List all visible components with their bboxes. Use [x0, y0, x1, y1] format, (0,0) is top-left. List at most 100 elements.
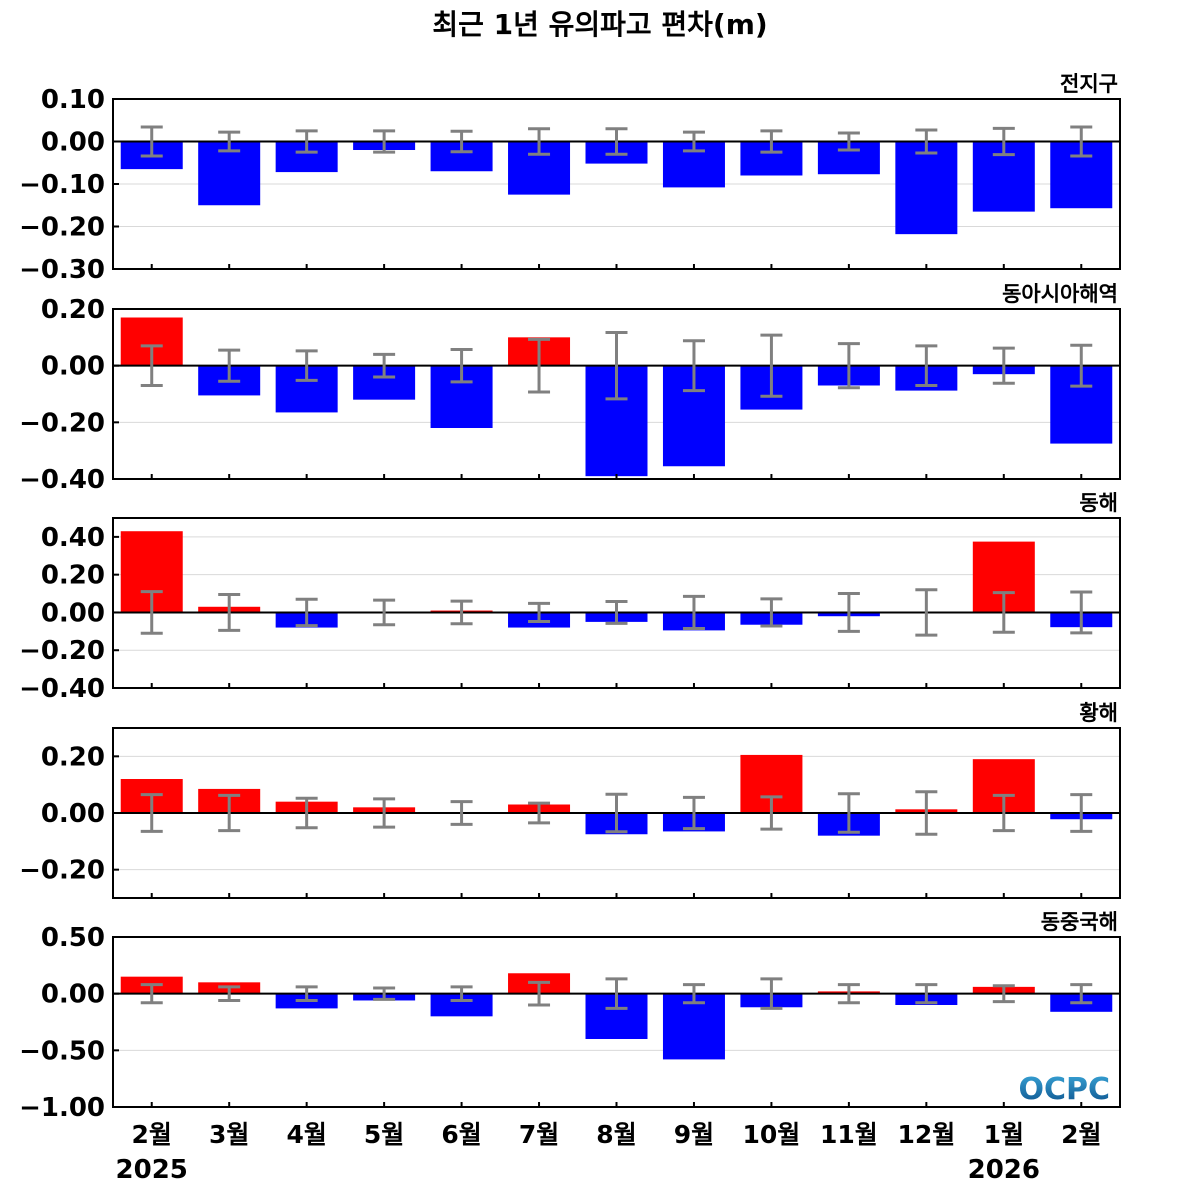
y-tick-label: 0.20 — [41, 561, 105, 591]
error-bar — [992, 984, 1015, 1004]
error-bar — [218, 593, 241, 632]
x-tick-label: 7월 — [519, 1120, 559, 1149]
x-tick-label: 5월 — [364, 1120, 404, 1149]
error-bar — [140, 344, 163, 387]
error-bar — [682, 795, 705, 831]
y-tick-label: −1.00 — [19, 1093, 105, 1123]
panel-title: 동중국해 — [1041, 910, 1118, 934]
error-bar — [1070, 590, 1093, 635]
x-tick-label: 1월 — [984, 1120, 1024, 1149]
y-tick-label: 0.40 — [41, 523, 105, 553]
error-bar — [528, 127, 551, 156]
x-tick-label: 12월 — [897, 1120, 955, 1149]
error-bar — [528, 601, 551, 624]
y-tick-label: 0.10 — [41, 85, 105, 115]
chart-title: 최근 1년 유의파고 편차(m) — [432, 8, 767, 41]
x-tick-label: 9월 — [674, 1120, 714, 1149]
error-bar — [837, 983, 860, 1005]
error-bar — [140, 590, 163, 635]
panel-title: 동해 — [1079, 491, 1118, 515]
error-bar — [1070, 793, 1093, 833]
error-bar — [218, 793, 241, 833]
y-tick-label: 0.20 — [41, 742, 105, 772]
error-bar — [295, 597, 318, 628]
error-bar — [760, 129, 783, 154]
error-bar — [528, 801, 551, 825]
error-bar — [682, 130, 705, 153]
error-bar — [837, 131, 860, 152]
logo-text: OCPC — [1018, 1072, 1110, 1107]
panel-1: 0.10 0.00 −0.10 −0.20 −0.30 전지구 — [19, 72, 1121, 285]
panels: 0.10 0.00 −0.10 −0.20 −0.30 전지구 0.20 0.00 −0.20 −… — [19, 72, 1121, 1123]
y-tick-label: 0.00 — [41, 352, 105, 382]
y-tick-label: −0.20 — [19, 213, 105, 243]
y-tick-label: −0.30 — [19, 255, 105, 285]
x-tick-label: 2월 — [1061, 1120, 1101, 1149]
error-bar — [760, 597, 783, 628]
error-bar — [682, 983, 705, 1005]
error-bar — [605, 792, 628, 834]
y-tick-label: −0.10 — [19, 170, 105, 200]
error-bar — [373, 797, 396, 829]
error-bar — [295, 129, 318, 154]
error-bar — [992, 591, 1015, 634]
error-bar — [528, 337, 551, 394]
error-bar — [140, 793, 163, 833]
x-tick-label: 3월 — [209, 1120, 249, 1149]
error-bar — [1070, 125, 1093, 158]
y-tick-label: 0.00 — [41, 128, 105, 158]
bar — [662, 993, 725, 1060]
error-bar — [760, 977, 783, 1010]
error-bar — [373, 352, 396, 379]
error-bar — [915, 344, 938, 387]
y-tick-label: −0.20 — [19, 856, 105, 886]
error-bar — [295, 985, 318, 1002]
error-bar — [837, 592, 860, 633]
error-bar — [682, 339, 705, 393]
x-tick-label: 4월 — [286, 1120, 326, 1149]
error-bar — [992, 793, 1015, 833]
error-bar — [218, 348, 241, 383]
panel-4: 0.20 0.00 −0.20 황해 — [19, 701, 1121, 899]
error-bar — [837, 792, 860, 834]
year-label: 2025 — [116, 1155, 188, 1185]
error-bar — [373, 598, 396, 627]
y-tick-label: 0.50 — [41, 923, 105, 953]
y-tick-label: −0.40 — [19, 674, 105, 704]
panel-title: 동아시아해역 — [1002, 282, 1118, 306]
bar — [895, 141, 958, 235]
error-bar — [140, 125, 163, 158]
panel-2: 0.20 0.00 −0.20 −0.40 동아시아해역 — [19, 282, 1121, 495]
error-bar — [218, 985, 241, 1002]
error-bar — [218, 130, 241, 153]
error-bar — [915, 128, 938, 155]
error-bar — [450, 599, 473, 626]
error-bar — [605, 977, 628, 1010]
y-tick-label: 0.00 — [41, 980, 105, 1010]
y-tick-label: −0.50 — [19, 1036, 105, 1066]
ocpc-logo: OCPC — [1018, 1072, 1110, 1107]
x-axis: 2월 3월 4월 5월 6월 7월 8월 9월 10월 11월 12월 1월 2월 2025 2026 — [116, 1120, 1102, 1185]
x-tick-label: 6월 — [441, 1120, 481, 1149]
panel-title: 황해 — [1079, 701, 1118, 725]
error-bar — [528, 980, 551, 1007]
error-bar — [295, 796, 318, 830]
error-bar — [450, 985, 473, 1002]
panel-3: 0.40 0.20 0.00 −0.20 −0.40 동해 — [19, 491, 1121, 704]
error-bar — [605, 599, 628, 625]
x-tick-label: 10월 — [743, 1120, 801, 1149]
y-tick-label: 0.00 — [41, 799, 105, 829]
error-bar — [682, 594, 705, 630]
y-tick-label: 0.20 — [41, 295, 105, 325]
y-tick-label: 0.00 — [41, 598, 105, 628]
panel-5: 0.50 0.00 −0.50 −1.00 동중국해 — [19, 910, 1121, 1123]
x-tick-label: 11월 — [820, 1120, 878, 1149]
y-tick-label: −0.20 — [19, 636, 105, 666]
error-bar — [373, 986, 396, 1001]
error-bar — [760, 795, 783, 831]
error-bar — [450, 348, 473, 384]
error-bar — [450, 800, 473, 826]
bar — [430, 993, 493, 1017]
